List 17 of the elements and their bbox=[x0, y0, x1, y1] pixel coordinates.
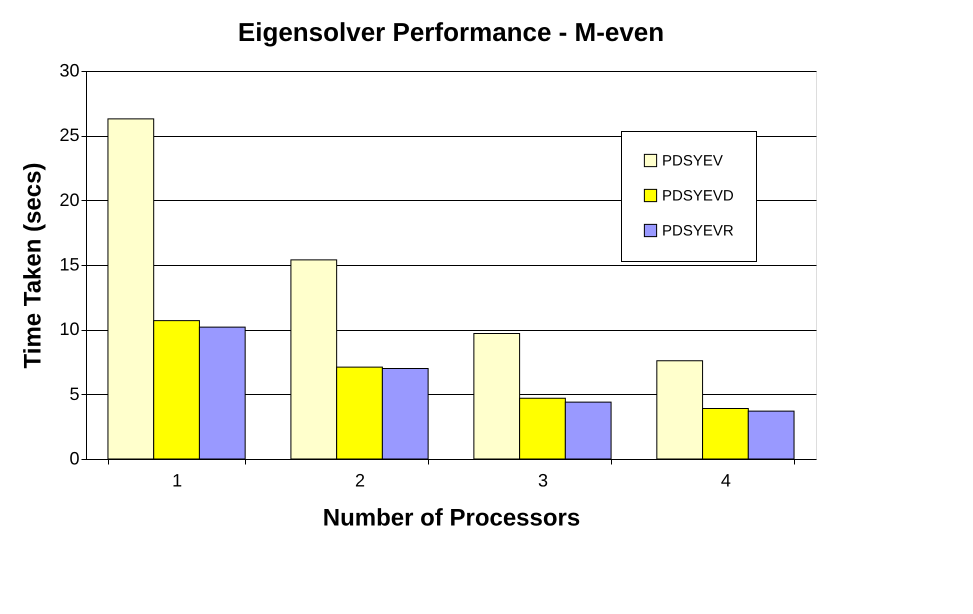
x-tick-label: 4 bbox=[720, 470, 731, 490]
y-tick-label: 25 bbox=[59, 125, 80, 146]
y-tick-label: 30 bbox=[59, 60, 80, 80]
x-tick-label: 3 bbox=[538, 470, 548, 490]
y-tick-label: 10 bbox=[59, 319, 80, 340]
legend-label: PDSYEVD bbox=[662, 188, 734, 204]
y-tick-label: 5 bbox=[69, 384, 80, 404]
chart-title: Eigensolver Performance - M-even bbox=[238, 17, 664, 47]
y-tick-label: 20 bbox=[59, 190, 80, 210]
y-tick-label: 15 bbox=[59, 254, 80, 274]
legend-label: PDSYEV bbox=[662, 152, 723, 170]
y-tick-label: 0 bbox=[69, 448, 80, 468]
y-axis-title: Time Taken (secs) bbox=[19, 162, 46, 368]
x-tick-label: 1 bbox=[172, 470, 182, 490]
legend-label: PDSYEVR bbox=[662, 222, 734, 240]
x-axis-title: Number of Processors bbox=[322, 504, 580, 532]
x-tick-label: 2 bbox=[355, 470, 366, 490]
